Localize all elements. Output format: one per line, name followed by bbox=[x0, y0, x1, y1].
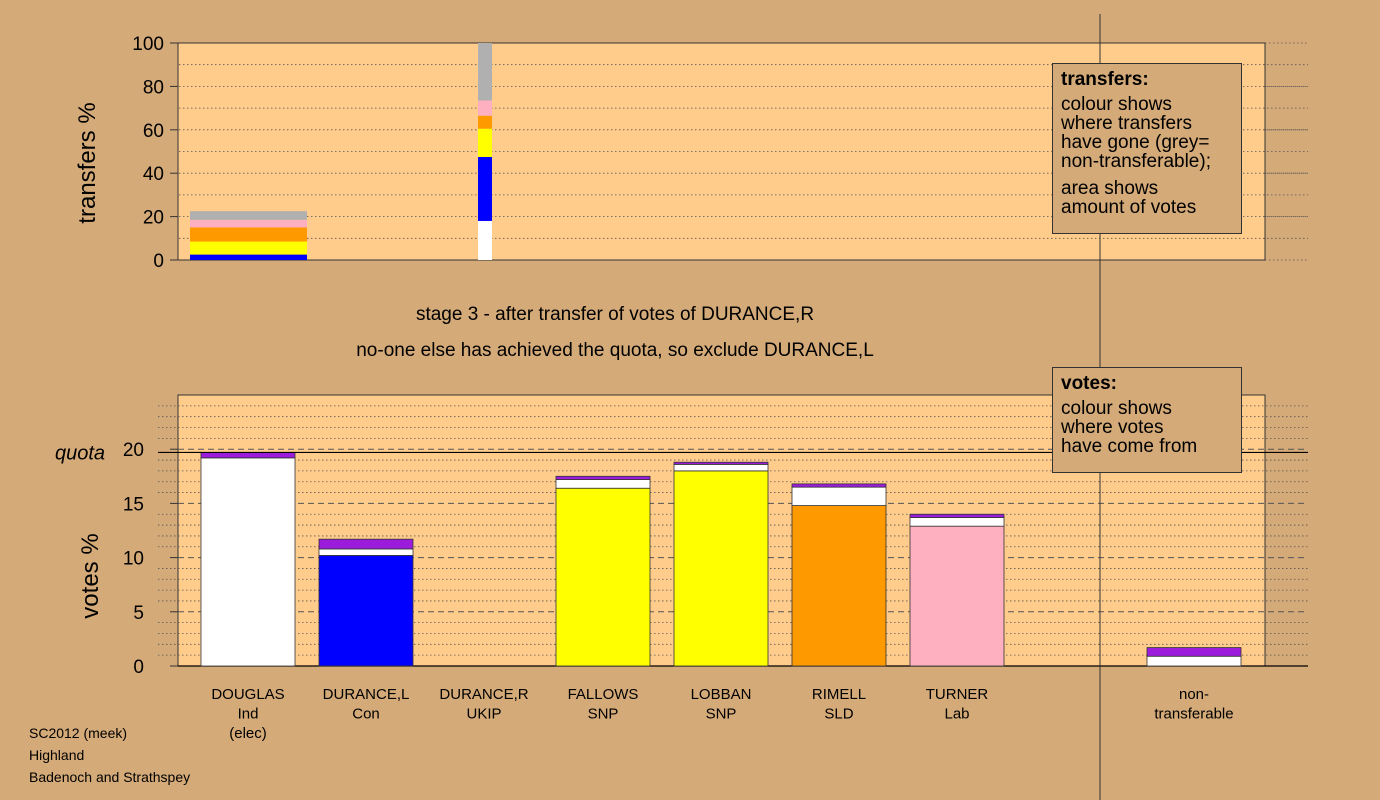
transfers-legend-title: transfers: bbox=[1061, 69, 1149, 90]
transfers-legend-line: have gone (grey= bbox=[1061, 132, 1210, 153]
vote-bar-segment bbox=[673, 461, 769, 465]
transfer-bar-segment bbox=[190, 219, 307, 228]
vote-bar-segment bbox=[673, 470, 769, 667]
transfer-bar-segment bbox=[190, 227, 307, 242]
vote-bar-segment bbox=[1146, 647, 1242, 657]
transfers-tick-label: 0 bbox=[153, 251, 164, 272]
votes-legend-title: votes: bbox=[1061, 373, 1117, 394]
vote-bar-segment bbox=[318, 555, 414, 667]
vote-bar-segment bbox=[555, 475, 651, 480]
transfers-tick-label: 60 bbox=[143, 121, 164, 142]
stage-line-2: no-one else has achieved the quota, so e… bbox=[356, 340, 874, 361]
candidate-label: DURANCE,L bbox=[323, 686, 410, 703]
vote-bar-segment bbox=[673, 463, 769, 472]
votes-tick-label: 10 bbox=[123, 549, 144, 570]
votes-bars bbox=[200, 452, 1242, 667]
vote-bar-segment bbox=[909, 513, 1005, 518]
transfers-tick-label: 100 bbox=[132, 34, 164, 55]
candidate-label: TURNER bbox=[926, 686, 989, 703]
transfers-legend-line: non-transferable); bbox=[1061, 151, 1211, 172]
transfers-tick-label: 40 bbox=[143, 164, 164, 185]
vote-bar-segment bbox=[909, 525, 1005, 667]
transfers-legend: transfers: colour shows where transfers … bbox=[1052, 63, 1242, 234]
candidate-label: DOUGLAS bbox=[211, 686, 284, 703]
vote-bar-segment bbox=[200, 457, 296, 667]
candidate-label: Lab bbox=[944, 706, 969, 723]
candidate-label: SNP bbox=[706, 706, 737, 723]
transfer-bar-segment bbox=[478, 100, 492, 116]
votes-legend-line: have come from bbox=[1061, 436, 1198, 457]
quota-label: quota bbox=[55, 442, 105, 464]
transfers-bars bbox=[190, 43, 492, 260]
votes-y-axis-label: votes % bbox=[77, 533, 104, 618]
vote-bar-segment bbox=[909, 517, 1005, 527]
candidate-label: (elec) bbox=[229, 725, 267, 742]
vote-bar-segment bbox=[791, 505, 887, 667]
transfers-tick-label: 80 bbox=[143, 77, 164, 98]
transfers-legend-line: area shows bbox=[1061, 178, 1159, 199]
transfer-bar-segment bbox=[478, 128, 492, 157]
votes-legend: votes: colour shows where votes have com… bbox=[1052, 367, 1242, 473]
transfer-bar-segment bbox=[478, 156, 492, 221]
vote-bar-segment bbox=[200, 452, 296, 459]
stage-line-1: stage 3 - after transfer of votes of DUR… bbox=[416, 304, 814, 325]
candidate-label: DURANCE,R bbox=[439, 686, 528, 703]
transfers-legend-line: amount of votes bbox=[1061, 197, 1197, 218]
candidate-label: RIMELL bbox=[812, 686, 866, 703]
transfers-tick-label: 20 bbox=[143, 208, 164, 229]
footer-council: Highland bbox=[29, 747, 85, 763]
vote-bar-segment bbox=[791, 486, 887, 506]
transfer-bar-segment bbox=[478, 43, 492, 101]
vote-bar-segment bbox=[555, 479, 651, 489]
votes-legend-line: colour shows bbox=[1061, 398, 1172, 419]
transfers-legend-line: where transfers bbox=[1061, 113, 1192, 134]
candidate-label: SNP bbox=[588, 706, 619, 723]
vote-bar-segment bbox=[318, 548, 414, 556]
candidate-label: Con bbox=[352, 706, 380, 723]
votes-tick-label: 20 bbox=[123, 440, 144, 461]
transfer-bar-segment bbox=[190, 254, 307, 260]
vote-bar-segment bbox=[318, 538, 414, 550]
footer-election: SC2012 (meek) bbox=[29, 725, 128, 741]
candidate-label: transferable bbox=[1154, 706, 1233, 723]
transfers-y-ticks: 0 20 40 60 80 100 bbox=[132, 34, 178, 272]
votes-tick-label: 5 bbox=[133, 603, 144, 624]
votes-x-labels: DOUGLAS Ind (elec) DURANCE,L Con DURANCE,R UKI… bbox=[211, 686, 1233, 742]
transfer-bar-segment bbox=[478, 115, 492, 129]
candidate-label: UKIP bbox=[466, 706, 501, 723]
votes-tick-label: 0 bbox=[133, 657, 144, 678]
vote-bar-segment bbox=[1146, 655, 1242, 667]
transfers-legend-line: colour shows bbox=[1061, 94, 1172, 115]
transfer-bar-segment bbox=[190, 211, 307, 220]
candidate-label: non- bbox=[1179, 686, 1209, 703]
transfer-bar-segment bbox=[478, 220, 492, 260]
vote-bar-segment bbox=[555, 487, 651, 667]
footer-ward: Badenoch and Strathspey bbox=[29, 769, 191, 785]
transfers-y-axis-label: transfers % bbox=[74, 102, 101, 223]
candidate-label: Ind bbox=[238, 706, 259, 723]
votes-tick-label: 15 bbox=[123, 494, 144, 515]
candidate-label: SLD bbox=[824, 706, 853, 723]
votes-y-ticks: 0 5 10 15 20 bbox=[123, 440, 178, 678]
candidate-label: LOBBAN bbox=[691, 686, 752, 703]
vote-bar-segment bbox=[791, 483, 887, 488]
candidate-label: FALLOWS bbox=[568, 686, 639, 703]
votes-legend-line: where votes bbox=[1061, 417, 1164, 438]
transfer-bar-segment bbox=[190, 241, 307, 255]
